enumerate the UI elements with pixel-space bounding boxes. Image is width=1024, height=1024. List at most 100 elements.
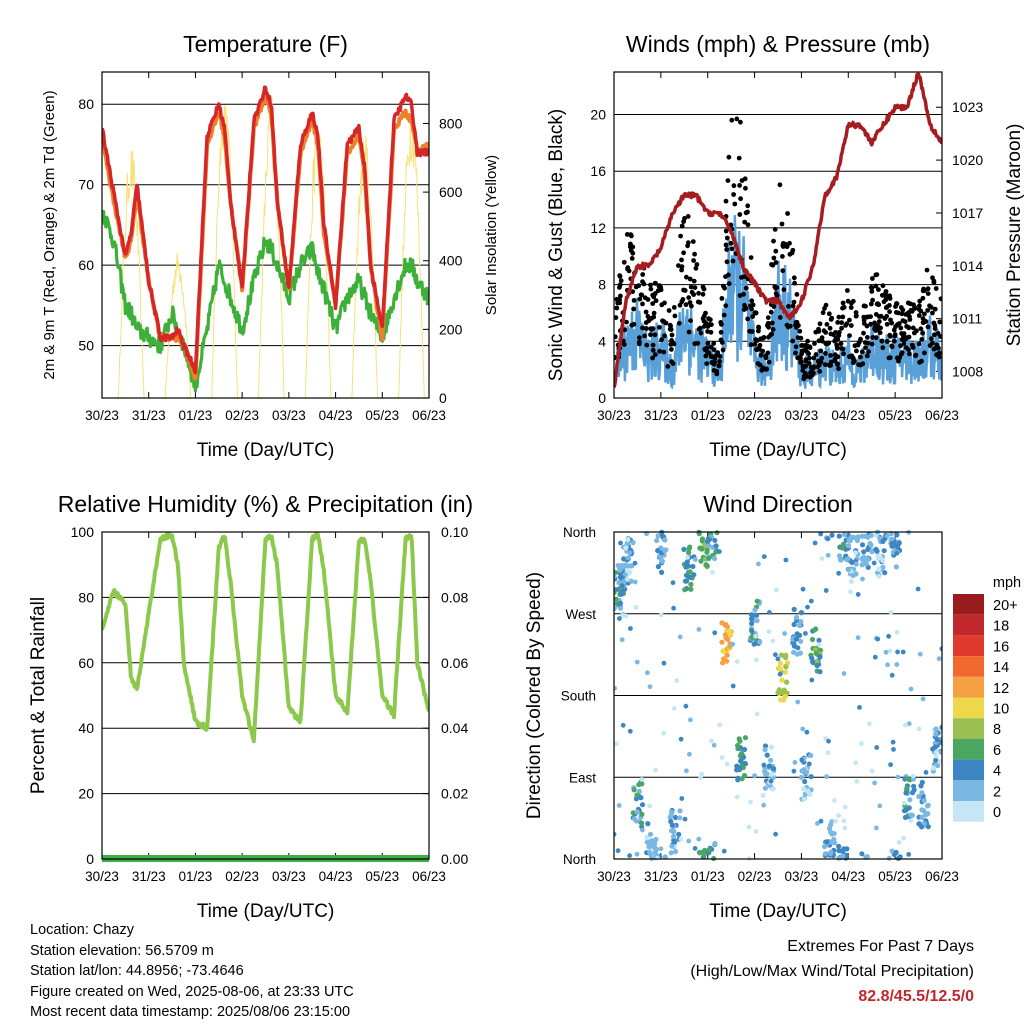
direction-point xyxy=(860,576,865,582)
direction-point xyxy=(819,556,825,561)
gust-point xyxy=(629,233,634,239)
gust-point xyxy=(878,313,884,319)
gust-point xyxy=(878,325,883,331)
direction-point xyxy=(653,836,659,843)
direction-point xyxy=(692,846,698,851)
gust-point xyxy=(805,338,810,344)
direction-point xyxy=(908,818,914,823)
direction-point xyxy=(808,774,814,780)
gust-point xyxy=(900,307,906,313)
gust-point xyxy=(918,326,924,332)
direction-point xyxy=(839,545,845,551)
gust-point xyxy=(854,313,859,319)
x-tick-label: 30/23 xyxy=(597,408,631,423)
gust-point xyxy=(836,366,841,372)
direction-point xyxy=(793,614,800,621)
gust-point xyxy=(771,255,777,261)
gust-point xyxy=(927,303,932,309)
y2-tick-label: 1020 xyxy=(952,152,983,168)
plot-frame xyxy=(613,531,943,860)
gust-point xyxy=(872,320,877,326)
gust-point xyxy=(756,324,761,330)
direction-point xyxy=(647,849,653,855)
humidity_precip-ylabel: Percent & Total Rainfall xyxy=(28,597,49,794)
direction-point xyxy=(735,775,741,781)
gust-point xyxy=(723,228,729,234)
direction-point xyxy=(816,637,822,644)
gust-point xyxy=(903,336,909,342)
x-tick-label: 06/23 xyxy=(412,869,446,884)
gust-point xyxy=(781,287,787,292)
gust-point xyxy=(841,351,846,357)
gust-point xyxy=(863,345,868,351)
gust-point xyxy=(630,250,636,256)
gust-point xyxy=(766,359,772,365)
gust-point xyxy=(698,330,704,336)
direction-point xyxy=(933,731,939,737)
gust-point xyxy=(708,317,713,323)
gust-point xyxy=(760,348,766,354)
direction-point xyxy=(655,548,661,554)
direction-point xyxy=(836,533,842,539)
direction-point xyxy=(805,604,810,610)
direction-point xyxy=(742,735,749,741)
gust-point xyxy=(691,278,697,284)
direction-point xyxy=(836,855,842,861)
gust-point xyxy=(644,342,650,348)
gust-point xyxy=(785,324,791,330)
direction-point xyxy=(798,619,804,625)
direction-point xyxy=(655,533,661,539)
direction-point xyxy=(621,556,627,562)
gust-point xyxy=(906,310,912,316)
direction-point xyxy=(655,564,662,570)
gust-point xyxy=(715,350,721,355)
x-tick-label: 01/23 xyxy=(691,869,725,884)
direction-point xyxy=(698,775,703,781)
direction-point xyxy=(849,559,855,566)
gust-point xyxy=(705,340,711,346)
gust-point xyxy=(748,342,754,348)
direction-point xyxy=(783,557,789,563)
gust-point xyxy=(845,298,851,304)
direction-point xyxy=(614,741,619,747)
direction-point xyxy=(872,654,878,660)
gust-point xyxy=(670,361,676,366)
direction-point xyxy=(640,827,645,833)
direction-point xyxy=(783,664,789,670)
gust-point xyxy=(749,306,754,312)
gust-point xyxy=(681,250,686,256)
direction-point xyxy=(624,567,631,574)
direction-point xyxy=(712,840,718,847)
gust-point xyxy=(834,346,840,351)
gust-point xyxy=(702,346,708,352)
temperature-plot-area xyxy=(102,85,429,398)
gust-point xyxy=(711,341,717,346)
direction-point xyxy=(764,752,770,758)
direction-point xyxy=(894,662,900,667)
direction-point xyxy=(775,656,781,662)
direction-point xyxy=(647,831,654,837)
direction-point xyxy=(614,604,618,610)
gust-point xyxy=(626,268,632,274)
direction-point xyxy=(753,657,759,663)
direction-point xyxy=(814,658,820,665)
direction-point xyxy=(614,596,619,602)
y2-tick-label: 200 xyxy=(439,321,463,337)
direction-point xyxy=(748,799,753,805)
gust-point xyxy=(813,352,819,357)
direction-point xyxy=(933,726,939,732)
direction-point xyxy=(888,610,894,615)
direction-point xyxy=(916,821,922,827)
direction-point xyxy=(696,836,702,842)
direction-point xyxy=(652,849,658,855)
gust-point xyxy=(786,304,791,309)
gust-point xyxy=(806,361,812,366)
direction-point xyxy=(617,600,624,606)
gust-point xyxy=(925,286,931,292)
gust-point xyxy=(934,342,940,348)
direction-point xyxy=(793,636,800,642)
direction-point xyxy=(766,763,773,769)
direction-point xyxy=(874,825,879,831)
gust-point xyxy=(870,276,875,281)
gust-point xyxy=(811,355,817,361)
